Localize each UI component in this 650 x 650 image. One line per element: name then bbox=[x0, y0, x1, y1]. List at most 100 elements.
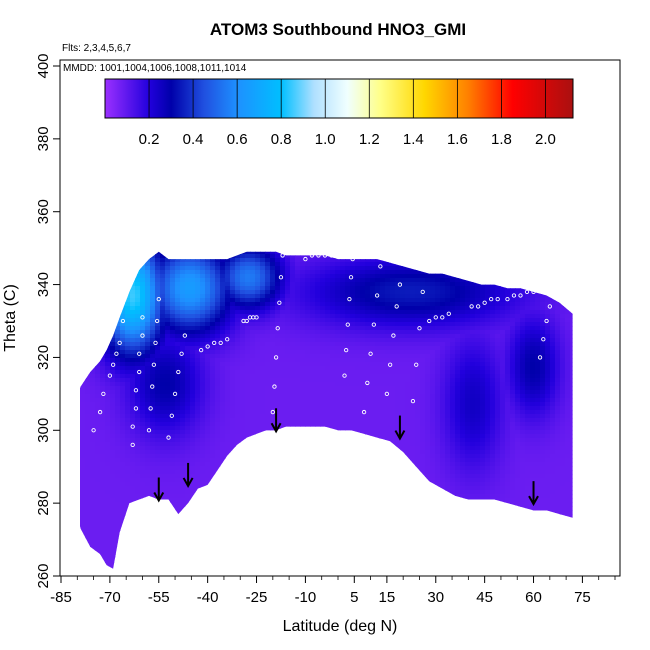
heatmap-cell bbox=[160, 306, 166, 311]
heatmap-cell bbox=[245, 322, 251, 327]
heatmap-cell bbox=[360, 482, 366, 487]
heatmap-cell bbox=[345, 414, 351, 419]
heatmap-cell bbox=[275, 286, 281, 291]
heatmap-cell bbox=[185, 518, 191, 523]
heatmap-cell bbox=[140, 234, 146, 239]
heatmap-cell bbox=[250, 506, 256, 511]
heatmap-cell bbox=[235, 370, 241, 375]
heatmap-cell bbox=[90, 286, 96, 291]
heatmap-cell bbox=[320, 398, 326, 403]
heatmap-cell bbox=[130, 382, 136, 387]
heatmap-cell bbox=[245, 442, 251, 447]
heatmap-cell bbox=[115, 334, 121, 339]
heatmap-cell bbox=[85, 262, 91, 267]
heatmap-cell bbox=[205, 342, 211, 347]
heatmap-cell bbox=[215, 402, 221, 407]
heatmap-cell bbox=[215, 454, 221, 459]
heatmap-cell bbox=[130, 354, 136, 359]
heatmap-cell bbox=[115, 566, 121, 569]
heatmap-cell bbox=[205, 426, 211, 431]
heatmap-cell bbox=[260, 290, 266, 295]
heatmap-cell bbox=[140, 382, 146, 387]
heatmap-cell bbox=[140, 390, 146, 395]
heatmap-cell bbox=[315, 242, 321, 247]
heatmap-cell bbox=[350, 234, 356, 239]
heatmap-cell bbox=[165, 262, 171, 267]
heatmap-cell bbox=[295, 518, 301, 523]
heatmap-cell bbox=[335, 282, 341, 287]
heatmap-cell bbox=[345, 446, 351, 451]
heatmap-cell bbox=[305, 390, 311, 395]
heatmap-cell bbox=[265, 274, 271, 279]
heatmap-cell bbox=[350, 378, 356, 383]
heatmap-cell bbox=[140, 450, 146, 455]
heatmap-cell bbox=[125, 406, 131, 411]
heatmap-cell bbox=[235, 298, 241, 303]
heatmap-cell bbox=[210, 251, 216, 255]
heatmap-cell bbox=[165, 446, 171, 451]
heatmap-cell bbox=[345, 386, 351, 391]
heatmap-cell bbox=[310, 382, 316, 387]
heatmap-cell bbox=[90, 282, 96, 287]
heatmap-cell bbox=[140, 282, 146, 287]
heatmap-cell bbox=[210, 410, 216, 415]
heatmap-cell bbox=[315, 246, 321, 251]
heatmap-cell bbox=[250, 238, 256, 243]
heatmap-cell bbox=[180, 546, 186, 551]
heatmap-cell bbox=[300, 482, 306, 487]
heatmap-cell bbox=[250, 366, 256, 371]
heatmap-cell bbox=[305, 254, 311, 259]
heatmap-cell bbox=[145, 506, 151, 511]
heatmap-cell bbox=[310, 558, 316, 563]
heatmap-cell bbox=[220, 390, 226, 395]
heatmap-cell bbox=[210, 310, 216, 315]
heatmap-cell bbox=[135, 518, 141, 523]
heatmap-cell bbox=[270, 522, 276, 527]
heatmap-cell bbox=[165, 554, 171, 559]
heatmap-cell bbox=[250, 438, 256, 443]
heatmap-cell bbox=[350, 286, 356, 291]
heatmap-cell bbox=[220, 506, 226, 511]
heatmap-cell bbox=[225, 382, 231, 387]
heatmap-cell bbox=[120, 482, 126, 487]
heatmap-cell bbox=[240, 522, 246, 527]
heatmap-cell bbox=[240, 558, 246, 563]
heatmap-cell bbox=[345, 546, 351, 551]
heatmap-cell bbox=[140, 494, 146, 499]
heatmap-cell bbox=[250, 542, 256, 547]
heatmap-cell bbox=[150, 426, 156, 431]
heatmap-cell bbox=[335, 470, 341, 475]
heatmap-cell bbox=[175, 274, 181, 279]
heatmap-cell bbox=[320, 362, 326, 367]
heatmap-cell bbox=[335, 434, 341, 439]
heatmap-cell bbox=[280, 246, 286, 251]
heatmap-cell bbox=[145, 314, 151, 319]
heatmap-cell bbox=[220, 438, 226, 443]
heatmap-cell bbox=[200, 378, 206, 383]
heatmap-cell bbox=[90, 370, 96, 375]
heatmap-cell bbox=[255, 542, 261, 547]
heatmap-cell bbox=[165, 374, 171, 379]
heatmap-cell bbox=[285, 550, 291, 555]
heatmap-cell bbox=[85, 518, 91, 523]
heatmap-cell bbox=[275, 398, 281, 403]
heatmap-cell bbox=[175, 334, 181, 339]
heatmap-cell bbox=[265, 302, 271, 307]
heatmap-cell bbox=[320, 538, 326, 543]
heatmap-cell bbox=[175, 286, 181, 291]
heatmap-cell bbox=[125, 358, 131, 363]
heatmap-cell bbox=[365, 246, 371, 251]
heatmap-cell bbox=[180, 394, 186, 399]
heatmap-cell bbox=[85, 354, 91, 359]
heatmap-cell bbox=[145, 510, 151, 515]
heatmap-cell bbox=[245, 286, 251, 291]
heatmap-cell bbox=[305, 558, 311, 563]
heatmap-cell bbox=[230, 530, 236, 535]
heatmap-cell bbox=[345, 458, 351, 463]
heatmap-cell bbox=[260, 318, 266, 323]
heatmap-cell bbox=[245, 478, 251, 483]
heatmap-cell bbox=[85, 462, 91, 467]
heatmap-cell bbox=[145, 302, 151, 307]
heatmap-cell bbox=[160, 322, 166, 327]
heatmap-cell bbox=[230, 498, 236, 503]
